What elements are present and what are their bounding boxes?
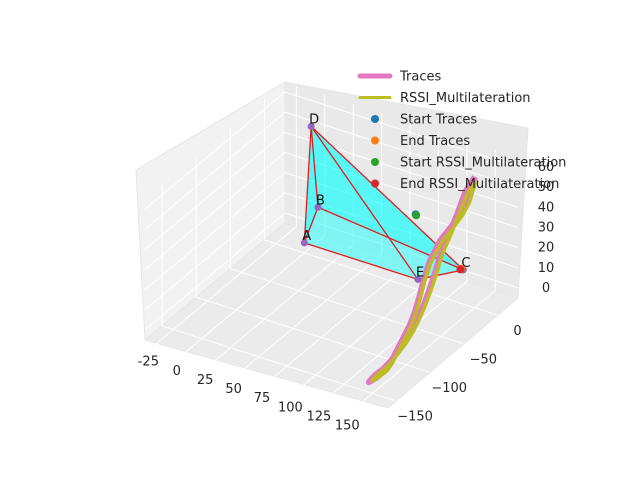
anchor-face — [304, 126, 318, 243]
z-gridline — [144, 131, 519, 250]
x-tick-label: 75 — [254, 391, 271, 406]
x-tick-label: 0 — [173, 364, 181, 379]
anchor-label: A — [302, 229, 311, 244]
z-gridline — [144, 151, 519, 270]
anchor-face — [304, 126, 464, 280]
legend-label: RSSI_Multilateration — [400, 91, 531, 106]
x-tick-label: 50 — [225, 382, 242, 397]
legend: Traces RSSI_Multilateration Start Traces En… — [357, 70, 566, 192]
y-tick-label: −150 — [397, 410, 433, 425]
anchor-edge — [310, 125, 419, 280]
start-end-point — [456, 265, 465, 274]
x-gridline — [184, 94, 326, 354]
legend-swatch — [371, 136, 379, 145]
x-tick-label: 100 — [278, 400, 303, 415]
anchor-label: C — [461, 256, 470, 271]
x-gridline — [212, 103, 354, 363]
anchor-point — [414, 275, 422, 283]
z-tick-label: 60 — [538, 160, 555, 175]
series-line-RSSI_Multilateration — [370, 180, 478, 383]
anchor-edge — [310, 126, 319, 208]
x-gridline — [156, 85, 297, 345]
legend-swatch — [371, 115, 379, 123]
anchor-point — [307, 122, 315, 130]
z-tick-label: 20 — [538, 241, 555, 256]
x-tick-label: 25 — [197, 373, 214, 388]
y-gridline — [229, 127, 464, 345]
z-tick-label: 50 — [538, 180, 555, 195]
anchor-edge — [304, 242, 419, 281]
x-tick-label: 125 — [306, 410, 331, 425]
y-tick-label: 0 — [513, 324, 521, 339]
anchor-label: D — [309, 112, 319, 127]
legend-swatch — [371, 158, 379, 166]
z-gridline — [144, 111, 519, 230]
x-tick-label: -25 — [138, 355, 159, 370]
anchor-point — [300, 239, 308, 247]
y-tick-label: −50 — [470, 353, 497, 368]
y-gridline — [195, 156, 430, 373]
y-tick-label: −100 — [431, 381, 467, 396]
anchor-edge — [303, 207, 319, 244]
z-tick-label: 10 — [538, 261, 555, 276]
legend-label: End RSSI_Multilateration — [400, 177, 559, 192]
x-tick-label: 150 — [335, 419, 360, 434]
legend-label: Start Traces — [400, 113, 477, 128]
anchor-edge — [303, 126, 312, 243]
legend-swatch — [371, 179, 379, 188]
x-gridline — [354, 149, 496, 409]
z-tick-label: 40 — [538, 200, 555, 215]
z-tick-label: 30 — [538, 221, 555, 236]
z-tick-label: 0 — [542, 281, 550, 296]
y-gridline — [161, 184, 396, 402]
z-gridline — [144, 91, 519, 210]
anchor-label: B — [316, 193, 325, 208]
start-end-point — [412, 211, 421, 220]
anchor-label: E — [416, 265, 424, 280]
legend-label: End Traces — [400, 134, 470, 149]
z-gridline — [144, 172, 519, 291]
legend-label: Traces — [399, 70, 441, 85]
x-gridline — [269, 122, 411, 381]
data-layer: A B C D E — [300, 112, 478, 386]
x-gridline — [241, 113, 383, 372]
legend-label: Start RSSI_Multilateration — [400, 156, 566, 171]
anchor-point — [314, 203, 322, 211]
